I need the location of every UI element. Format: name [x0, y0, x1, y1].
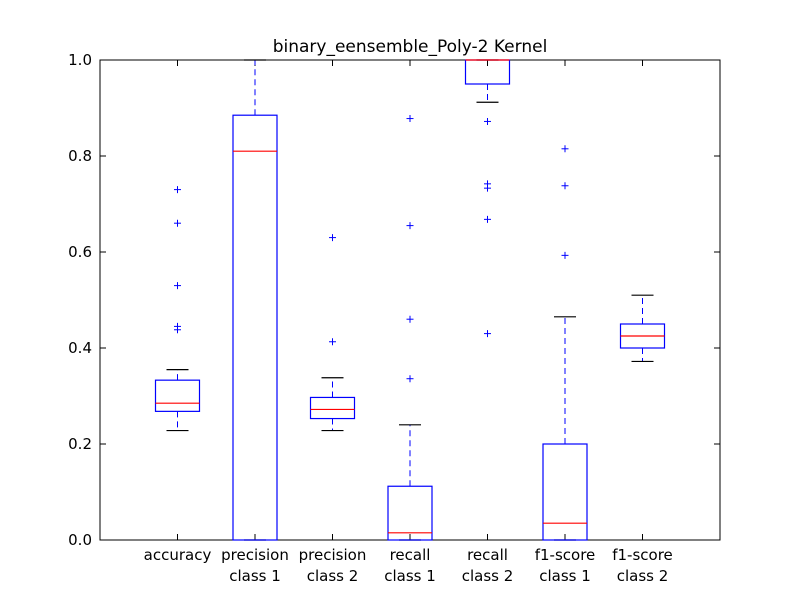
y-tick-label: 0.6 [68, 243, 92, 261]
x-axis: accuracy precision class 1 precision class 2… [144, 60, 673, 585]
y-tick-label: 1.0 [68, 51, 92, 69]
iqr-box [232, 114, 278, 541]
iqr-box [542, 443, 588, 541]
box-5 [542, 145, 588, 541]
x-tick-label: recall [390, 546, 431, 564]
x-tick-label: class 2 [307, 567, 359, 585]
iqr-box [309, 396, 356, 420]
y-tick-label: 0.2 [68, 435, 92, 453]
chart-title: binary_eensemble_Poly-2 Kernel [273, 37, 548, 57]
x-tick-label: f1-score [535, 546, 596, 564]
x-tick-label: class 1 [384, 567, 436, 585]
plot-area-frame [99, 59, 721, 541]
box-0 [154, 186, 201, 432]
x-tick-label: precision [299, 546, 367, 564]
iqr-box [387, 485, 433, 541]
x-tick-label: accuracy [144, 546, 212, 564]
box-3 [387, 115, 433, 541]
box-2 [309, 234, 356, 432]
y-tick-label: 0.4 [68, 339, 92, 357]
iqr-box [154, 379, 201, 412]
y-tick-label: 0.0 [68, 531, 92, 549]
x-tick-label: precision [221, 546, 289, 564]
x-tick-label: f1-score [612, 546, 673, 564]
box-4 [464, 59, 511, 338]
y-axis: 0.0 0.2 0.4 0.6 0.8 1.0 [68, 51, 720, 549]
x-tick-label: recall [467, 546, 508, 564]
x-tick-label: class 2 [462, 567, 514, 585]
x-tick-label: class 2 [617, 567, 669, 585]
box-6 [619, 294, 666, 363]
boxes-group [154, 59, 666, 541]
x-tick-label: class 1 [539, 567, 591, 585]
box-1 [232, 59, 278, 541]
x-tick-label: class 1 [229, 567, 281, 585]
y-tick-label: 0.8 [68, 147, 92, 165]
